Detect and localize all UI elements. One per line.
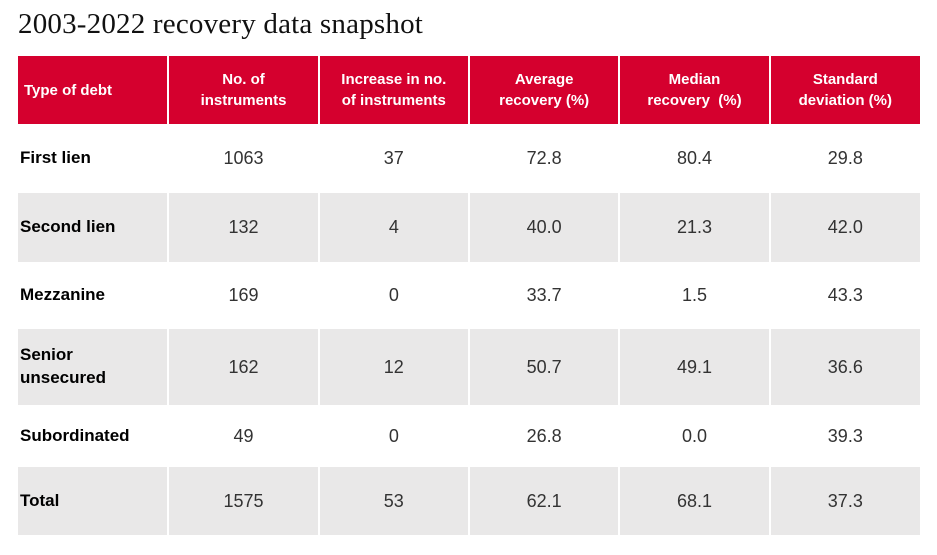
table-row-total: Total 1575 53 62.1 68.1 37.3: [18, 467, 920, 535]
value-cell: 49: [167, 405, 319, 467]
column-header-no-of-instruments: No. of instruments: [167, 56, 319, 124]
value-cell: 40.0: [467, 193, 620, 262]
table-body: First lien 1063 37 72.8 80.4 29.8 Second…: [18, 124, 920, 535]
value-cell: 80.4: [618, 124, 770, 193]
value-cell: 1575: [167, 467, 319, 535]
value-cell: 0.0: [618, 405, 770, 467]
table-row-first-lien: First lien 1063 37 72.8 80.4 29.8: [18, 124, 920, 193]
row-label: Mezzanine: [20, 285, 106, 305]
value-cell: 39.3: [768, 405, 920, 467]
table-row-second-lien: Second lien 132 4 40.0 21.3 42.0: [18, 193, 920, 262]
value-cell: 62.1: [467, 467, 620, 535]
value-cell: 68.1: [618, 467, 770, 535]
table-row-senior-unsecured: Senior unsecured 162 12 50.7 49.1 36.6: [18, 329, 920, 405]
row-label: First lien: [20, 148, 91, 168]
column-header-standard-deviation: Standard deviation (%): [768, 56, 920, 124]
column-header-average-recovery: Average recovery (%): [467, 56, 620, 124]
value-cell: 49.1: [618, 329, 770, 405]
value-cell: 36.6: [768, 329, 920, 405]
row-label: Subordinated: [20, 425, 130, 445]
value-cell: 29.8: [768, 124, 920, 193]
value-cell: 42.0: [768, 193, 920, 262]
page-title: 2003-2022 recovery data snapshot: [18, 8, 424, 40]
column-header-median-recovery: Median recovery (%): [618, 56, 770, 124]
value-cell: 33.7: [467, 262, 620, 329]
table-row-mezzanine: Mezzanine 169 0 33.7 1.5 43.3: [18, 262, 920, 329]
row-label: Senior unsecured: [20, 345, 106, 387]
value-cell: 132: [167, 193, 319, 262]
value-cell: 72.8: [467, 124, 620, 193]
value-cell: 53: [317, 467, 469, 535]
table-row-subordinated: Subordinated 49 0 26.8 0.0 39.3: [18, 405, 920, 467]
value-cell: 26.8: [467, 405, 620, 467]
value-cell: 37.3: [768, 467, 920, 535]
value-cell: 43.3: [768, 262, 920, 329]
recovery-data-table: Type of debt No. of instruments Increase…: [18, 56, 920, 535]
value-cell: 0: [317, 262, 469, 329]
header-row: Type of debt No. of instruments Increase…: [18, 56, 920, 124]
value-cell: 169: [167, 262, 319, 329]
column-header-type-of-debt: Type of debt: [18, 56, 169, 124]
value-cell: 0: [317, 405, 469, 467]
column-header-increase-in-no-of-instruments: Increase in no. of instruments: [317, 56, 469, 124]
row-label: Second lien: [20, 217, 116, 237]
value-cell: 21.3: [618, 193, 770, 262]
table-header: Type of debt No. of instruments Increase…: [18, 56, 920, 124]
value-cell: 50.7: [467, 329, 620, 405]
value-cell: 162: [167, 329, 319, 405]
value-cell: 1.5: [618, 262, 770, 329]
value-cell: 37: [317, 124, 469, 193]
row-label: Total: [20, 490, 60, 510]
value-cell: 4: [317, 193, 469, 262]
page: 2003-2022 recovery data snapshot Type of…: [18, 8, 920, 535]
value-cell: 1063: [167, 124, 319, 193]
value-cell: 12: [317, 329, 469, 405]
